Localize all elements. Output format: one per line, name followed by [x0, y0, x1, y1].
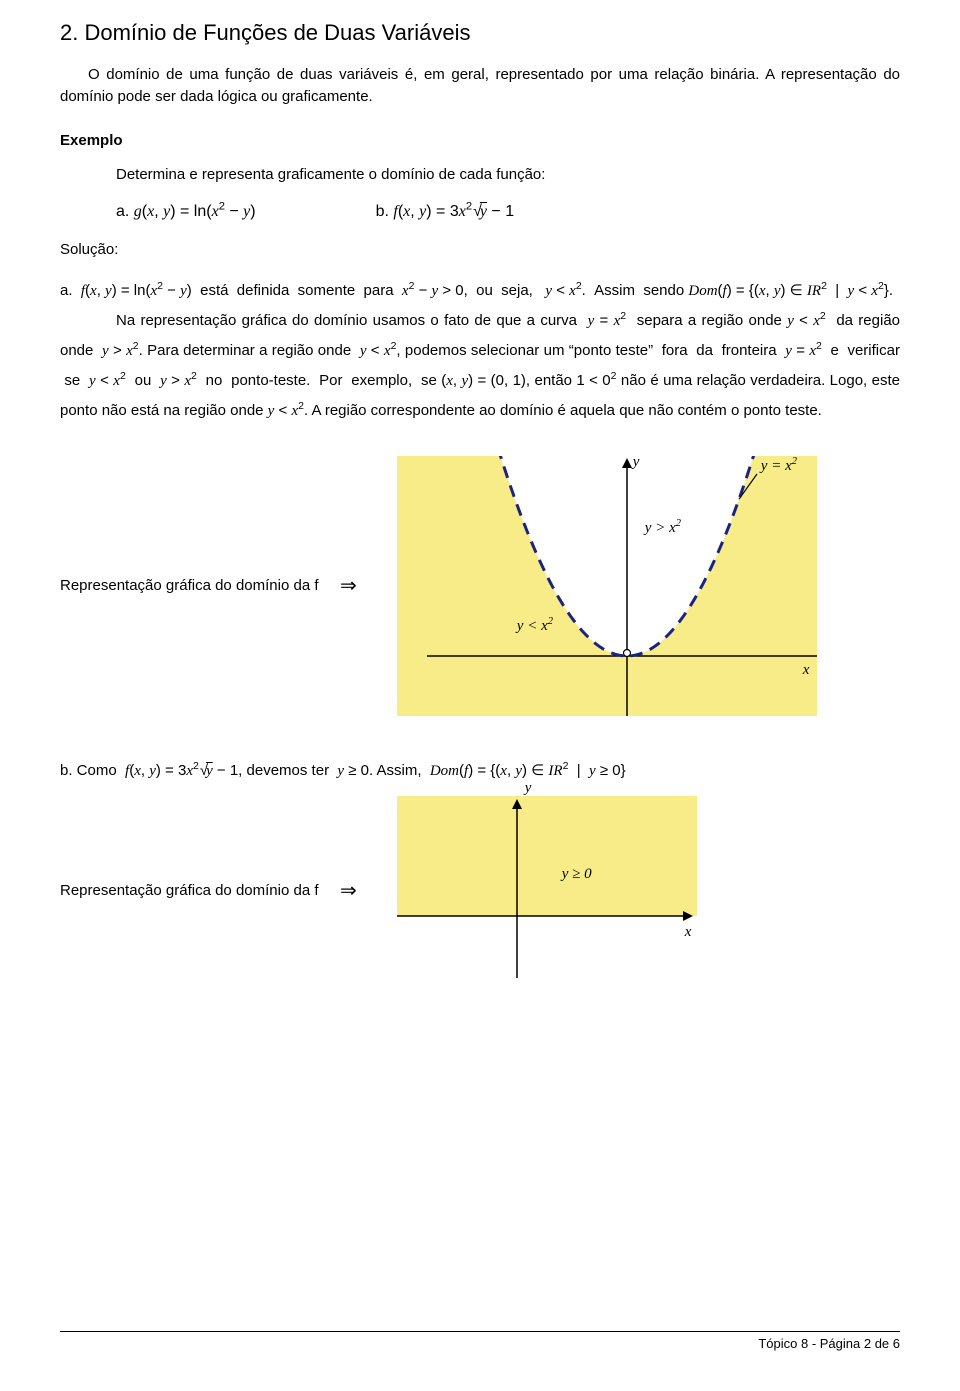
graph2-label-region: y ≥ 0: [562, 866, 592, 883]
graph1: y x y = x2 y > x2 y < x2: [397, 456, 817, 716]
graph2-label-x: x: [685, 924, 692, 941]
graph2: y x y ≥ 0: [397, 796, 697, 986]
graph2-label-y: y: [525, 780, 532, 797]
solution-b: b. Como f(x, y) = 3x2y − 1, devemos ter …: [60, 756, 900, 786]
graph1-svg: [397, 456, 817, 716]
graph1-caption: Representação gráfica do domínio da f: [60, 575, 320, 596]
graph2-svg: [397, 796, 697, 986]
equation-row: a. g(x, y) = ln(x2 − y) b. f(x, y) = 3x2…: [116, 203, 900, 221]
graph1-label-curve: y = x2: [761, 458, 797, 475]
graph1-label-inside: y > x2: [645, 520, 681, 537]
graph2-layout: Representação gráfica do domínio da f ⇒ …: [60, 796, 900, 986]
graph1-label-y: y: [633, 454, 640, 471]
footer-text: Tópico 8 - Página 2 de 6: [758, 1336, 900, 1351]
arrow-icon: ⇒: [340, 573, 357, 598]
graph1-label-outside: y < x2: [517, 618, 553, 635]
solucao-label: Solução:: [60, 241, 900, 258]
arrow-icon-2: ⇒: [340, 878, 357, 903]
equation-b: b. f(x, y) = 3x2y − 1: [376, 203, 515, 221]
intro-paragraph: O domínio de uma função de duas variávei…: [60, 64, 900, 108]
solution-a-line2: Na representação gráfica do domínio usam…: [60, 306, 900, 426]
graph2-caption: Representação gráfica do domínio da f: [60, 880, 320, 901]
graph1-layout: Representação gráfica do domínio da f ⇒ …: [60, 456, 900, 716]
page-footer: Tópico 8 - Página 2 de 6: [60, 1331, 900, 1351]
equation-a: a. g(x, y) = ln(x2 − y): [116, 203, 256, 221]
exemplo-label: Exemplo: [60, 132, 900, 149]
exemplo-text: Determina e representa graficamente o do…: [116, 163, 900, 187]
graph1-label-x: x: [803, 662, 810, 679]
section-heading: 2. Domínio de Funções de Duas Variáveis: [60, 20, 900, 46]
solution-a-line1: a. f(x, y) = ln(x2 − y) está definida so…: [60, 276, 900, 306]
